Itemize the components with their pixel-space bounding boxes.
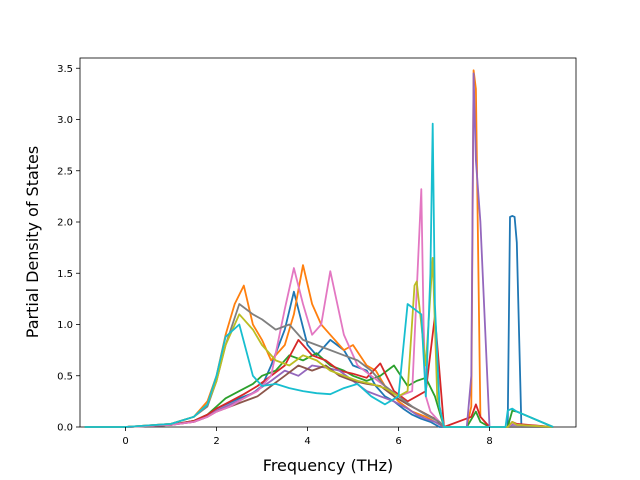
y-tick-label: 1.5	[57, 269, 73, 280]
y-axis: 0.0 0.5 1.0 1.5 2.0 2.5 3.0 3.5	[57, 64, 80, 434]
series-line-10	[84, 122, 554, 428]
series-line-3	[84, 352, 554, 428]
y-tick-label: 0.0	[57, 423, 73, 434]
y-tick-label: 0.5	[57, 371, 73, 382]
plot-area	[79, 57, 577, 428]
y-tick-label: 3.0	[57, 115, 73, 126]
x-axis-label: Frequency (THz)	[263, 456, 393, 475]
series-line-9	[84, 256, 554, 428]
y-tick-label: 2.0	[57, 218, 73, 229]
x-tick-label: 2	[213, 436, 219, 447]
series-line-6	[84, 364, 554, 428]
series-line-5	[84, 72, 554, 428]
series-line-2	[84, 69, 554, 428]
x-tick-label: 4	[304, 436, 310, 447]
series-layer	[84, 69, 554, 428]
axes-frame	[79, 57, 577, 428]
y-tick-label: 2.5	[57, 166, 73, 177]
series-line-4	[84, 315, 554, 428]
y-axis-label: Partial Density of States	[23, 146, 42, 338]
x-tick-label: 6	[395, 436, 401, 447]
x-axis: 0 2 4 6 8	[122, 427, 493, 447]
series-line-8	[84, 303, 554, 428]
series-line-7	[84, 188, 554, 428]
x-tick-label: 8	[486, 436, 492, 447]
y-tick-label: 3.5	[57, 64, 73, 75]
x-tick-label: 0	[122, 436, 128, 447]
y-tick-label: 1.0	[57, 320, 73, 331]
